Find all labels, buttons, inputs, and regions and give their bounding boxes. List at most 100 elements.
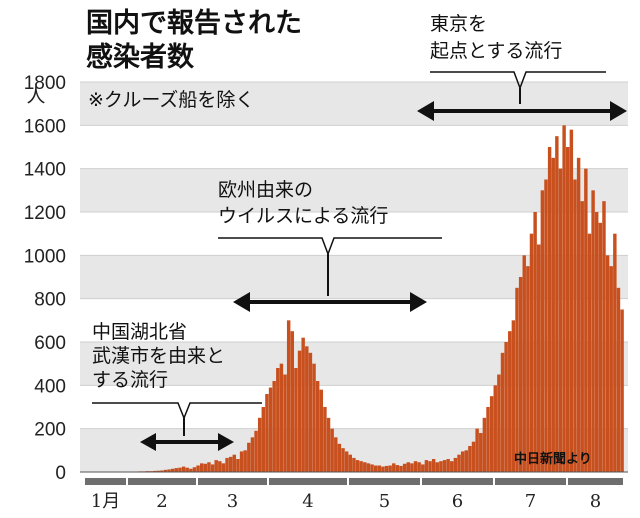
- bar-day-141: [595, 212, 599, 472]
- bar-day-52: [272, 381, 276, 472]
- bar-day-19: [152, 470, 157, 472]
- bar-day-35: [210, 464, 215, 472]
- bar-day-53: [276, 368, 280, 472]
- annotation-europe: 欧州由来の ウイルスによる流行: [218, 179, 442, 312]
- bar-day-115: [500, 352, 505, 472]
- source-credit: 中日新聞より: [514, 451, 592, 467]
- bar-day-146: [613, 233, 617, 472]
- x-tick-label-month-7: 7: [525, 491, 536, 512]
- bar-day-59: [297, 350, 302, 472]
- bar-day-89: [406, 462, 410, 472]
- bar-day-142: [598, 222, 603, 472]
- bar-day-88: [402, 463, 407, 472]
- bar-day-20: [156, 470, 160, 472]
- bar-day-120: [518, 277, 523, 472]
- y-tick-label-1400: 1400: [24, 160, 66, 181]
- grid-band-1200: [80, 168, 628, 212]
- bar-day-83: [384, 465, 389, 472]
- bar-day-50: [265, 394, 269, 472]
- bar-day-86: [395, 465, 400, 472]
- bar-day-138: [584, 168, 588, 473]
- bar-day-63: [312, 363, 316, 472]
- bar-day-82: [381, 466, 385, 472]
- exclusion-note: ※クルーズ船を除く: [88, 89, 254, 111]
- bar-day-24: [170, 468, 175, 472]
- bar-day-61: [305, 346, 309, 472]
- bar-day-87: [399, 465, 403, 472]
- x-tick-label-month-3: 3: [227, 491, 238, 512]
- bar-day-100: [446, 459, 450, 472]
- bar-day-31: [196, 465, 200, 472]
- annotation-wuhan-line-3: する流行: [92, 369, 168, 391]
- month-segment-4: [269, 478, 347, 485]
- x-axis-month-bar: [85, 478, 623, 485]
- bar-day-30: [192, 467, 197, 472]
- bar-day-126: [540, 190, 545, 472]
- bar-day-70: [337, 443, 342, 472]
- bar-day-133: [566, 147, 570, 472]
- bar-day-26: [178, 467, 182, 472]
- bar-day-132: [562, 125, 566, 472]
- bar-day-111: [486, 407, 490, 472]
- bar-day-54: [279, 363, 284, 472]
- annotation-tokyo-line-1: 東京を: [430, 13, 487, 35]
- bar-day-64: [315, 381, 320, 472]
- bar-day-73: [348, 454, 352, 472]
- month-segment-8: [568, 478, 623, 485]
- bar-day-136: [576, 157, 581, 472]
- bar-day-113: [493, 385, 497, 472]
- bar-day-71: [341, 448, 345, 472]
- bar-day-94: [424, 460, 429, 472]
- bar-day-102: [453, 457, 458, 472]
- bar-day-105: [464, 450, 468, 472]
- bar-day-131: [558, 168, 563, 473]
- bar-day-144: [605, 255, 610, 472]
- bar-day-39: [225, 457, 229, 472]
- bar-day-32: [199, 463, 204, 472]
- bar-day-106: [468, 446, 472, 472]
- chart-title-line-1: 国内で報告された: [86, 8, 302, 39]
- annotation-wuhan-arrow-left-head: [140, 433, 156, 451]
- chart-title-line-2: 感染者数: [86, 41, 195, 73]
- bar-day-148: [620, 309, 624, 472]
- bar-day-107: [471, 441, 476, 472]
- bar-day-139: [587, 233, 592, 472]
- bar-day-49: [261, 407, 266, 472]
- month-segment-2: [128, 478, 196, 485]
- bar-day-41: [232, 454, 237, 472]
- x-tick-label-month-1: 1月: [91, 491, 120, 512]
- bar-day-22: [163, 469, 168, 472]
- bar-day-143: [602, 201, 606, 473]
- bar-day-134: [569, 129, 574, 473]
- bar-day-38: [221, 463, 226, 472]
- annotation-wuhan-line-1: 中国湖北省: [92, 321, 187, 343]
- bar-day-48: [257, 417, 262, 472]
- bar-day-124: [533, 212, 537, 472]
- bar-day-125: [537, 244, 541, 472]
- annotation-tokyo-arrow-right-head: [610, 101, 627, 121]
- bar-day-93: [421, 464, 425, 472]
- bar-day-56: [286, 320, 291, 472]
- bar-day-51: [268, 387, 273, 472]
- bar-day-84: [388, 465, 392, 472]
- annotation-tokyo-line-2: 起点とする流行: [430, 40, 562, 62]
- x-tick-label-month-4: 4: [302, 491, 313, 512]
- bar-day-78: [366, 463, 371, 472]
- grid-band-1600: [80, 82, 628, 126]
- bar-day-33: [203, 463, 208, 472]
- bar-day-121: [522, 255, 526, 472]
- annotation-europe-arrow-right-head: [410, 292, 427, 312]
- bar-day-81: [377, 465, 381, 472]
- bar-day-55: [283, 374, 287, 472]
- bar-day-114: [497, 374, 501, 472]
- bar-day-28: [185, 467, 189, 472]
- bar-day-76: [359, 461, 363, 472]
- bar-day-95: [428, 461, 432, 472]
- bar-day-92: [417, 462, 421, 472]
- bar-day-68: [330, 428, 334, 472]
- y-tick-label-1800: 1800: [24, 73, 66, 94]
- daily-case-bars: [80, 125, 628, 473]
- y-axis-ticks: 1800 1600 1400 1200 1000 800 600 400 200 0: [24, 73, 66, 484]
- bar-day-45: [247, 442, 251, 472]
